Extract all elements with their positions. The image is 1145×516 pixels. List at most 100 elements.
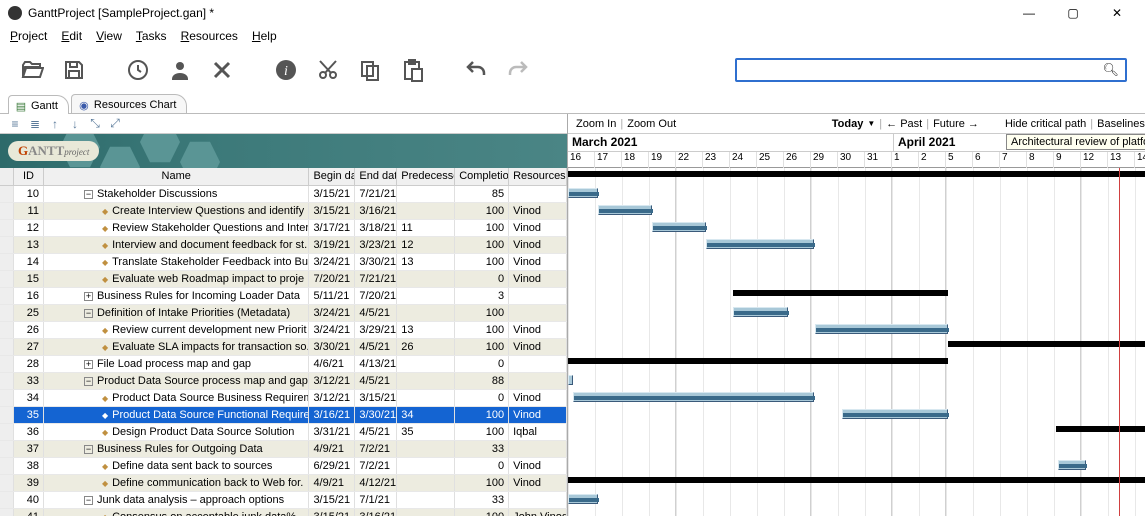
table-row[interactable]: 33−Product Data Source process map and g… bbox=[0, 373, 567, 390]
zoom-in[interactable]: Zoom In bbox=[576, 118, 616, 130]
save-icon[interactable] bbox=[60, 56, 88, 84]
past-button[interactable]: ← Past bbox=[886, 118, 922, 130]
table-row[interactable]: 10−Stakeholder Discussions3/15/217/21/21… bbox=[0, 186, 567, 203]
table-row[interactable]: 37−Business Rules for Outgoing Data4/9/2… bbox=[0, 441, 567, 458]
down-icon[interactable]: ↓ bbox=[68, 117, 82, 131]
undo-icon[interactable] bbox=[462, 56, 490, 84]
person-icon[interactable] bbox=[166, 56, 194, 84]
cell-name: −Product Data Source process map and gap bbox=[44, 373, 309, 389]
col-pred[interactable]: Predecessors bbox=[397, 168, 455, 185]
expand-icon[interactable]: + bbox=[84, 360, 93, 369]
table-row[interactable]: 14◆Translate Stakeholder Feedback into B… bbox=[0, 254, 567, 271]
table-row[interactable]: 40−Junk data analysis – approach options… bbox=[0, 492, 567, 509]
table-row[interactable]: 41◆Consensus on acceptable junk data%3/1… bbox=[0, 509, 567, 516]
expand-icon[interactable]: − bbox=[84, 496, 93, 505]
paste-icon[interactable] bbox=[398, 56, 426, 84]
zoom-out[interactable]: Zoom Out bbox=[627, 118, 676, 130]
maximize-button[interactable]: ▢ bbox=[1053, 1, 1093, 25]
table-row[interactable]: 28+File Load process map and gap4/6/214/… bbox=[0, 356, 567, 373]
day-header: 25 bbox=[757, 152, 784, 168]
cut-icon[interactable] bbox=[314, 56, 342, 84]
task-bar[interactable] bbox=[706, 239, 814, 249]
summary-bar[interactable] bbox=[733, 290, 948, 296]
menu-edit[interactable]: Edit bbox=[61, 29, 82, 43]
task-bar[interactable] bbox=[568, 375, 573, 385]
cell-pred: 11 bbox=[397, 220, 455, 236]
tab-resources[interactable]: ◉ Resources Chart bbox=[71, 94, 188, 113]
open-icon[interactable] bbox=[18, 56, 46, 84]
task-bar[interactable] bbox=[815, 324, 948, 334]
table-row[interactable]: 16+Business Rules for Incoming Loader Da… bbox=[0, 288, 567, 305]
summary-bar[interactable] bbox=[1056, 426, 1145, 432]
table-row[interactable]: 15◆Evaluate web Roadmap impact to proje7… bbox=[0, 271, 567, 288]
cell-pred: 13 bbox=[397, 254, 455, 270]
cell-end: 7/21/21 bbox=[355, 271, 397, 287]
cell-name: ◆Evaluate SLA impacts for transaction so… bbox=[44, 339, 309, 355]
menu-view[interactable]: View bbox=[96, 29, 122, 43]
search-input[interactable] bbox=[743, 63, 1102, 77]
baselines[interactable]: Baselines... bbox=[1097, 118, 1145, 130]
tab-gantt[interactable]: ▤ Gantt bbox=[8, 95, 69, 114]
table-row[interactable]: 38◆Define data sent back to sources6/29/… bbox=[0, 458, 567, 475]
table-row[interactable]: 35◆Product Data Source Functional Requir… bbox=[0, 407, 567, 424]
expand-icon[interactable]: − bbox=[84, 377, 93, 386]
close-button[interactable]: ✕ bbox=[1097, 1, 1137, 25]
task-bar[interactable] bbox=[733, 307, 788, 317]
table-row[interactable]: 36◆Design Product Data Source Solution3/… bbox=[0, 424, 567, 441]
summary-bar[interactable] bbox=[568, 171, 1145, 177]
summary-bar[interactable] bbox=[568, 358, 948, 364]
expand-icon[interactable]: − bbox=[84, 445, 93, 454]
table-row[interactable]: 12◆Review Stakeholder Questions and Inte… bbox=[0, 220, 567, 237]
link-icon[interactable]: ⤡ bbox=[88, 116, 102, 131]
table-row[interactable]: 13◆Interview and document feedback for s… bbox=[0, 237, 567, 254]
delete-icon[interactable] bbox=[208, 56, 236, 84]
menu-resources[interactable]: Resources bbox=[181, 29, 238, 43]
expand-icon[interactable]: − bbox=[84, 190, 93, 199]
future-button[interactable]: Future → bbox=[933, 118, 979, 130]
menu-help[interactable]: Help bbox=[252, 29, 277, 43]
sort-icon[interactable]: ≣ bbox=[28, 117, 42, 131]
info-icon[interactable]: i bbox=[272, 56, 300, 84]
unlink-icon[interactable]: ⤢ bbox=[108, 116, 122, 131]
clock-icon[interactable] bbox=[124, 56, 152, 84]
table-row[interactable]: 25−Definition of Intake Priorities (Meta… bbox=[0, 305, 567, 322]
search-box[interactable]: 🔍︎ bbox=[735, 58, 1127, 82]
grid-body[interactable]: 10−Stakeholder Discussions3/15/217/21/21… bbox=[0, 186, 567, 516]
critical-path[interactable]: Hide critical path bbox=[1005, 118, 1086, 130]
col-begin[interactable]: Begin date bbox=[309, 168, 355, 185]
col-id[interactable]: ID bbox=[14, 168, 44, 185]
expand-icon[interactable]: + bbox=[84, 292, 93, 301]
task-bar[interactable] bbox=[568, 494, 598, 504]
task-bar[interactable] bbox=[1058, 460, 1086, 470]
timeline-body[interactable] bbox=[568, 168, 1145, 516]
minimize-button[interactable]: — bbox=[1009, 1, 1049, 25]
table-row[interactable]: 39◆Define communication back to Web for.… bbox=[0, 475, 567, 492]
col-name[interactable]: Name bbox=[44, 168, 309, 185]
menu-tasks[interactable]: Tasks bbox=[136, 29, 167, 43]
copy-icon[interactable] bbox=[356, 56, 384, 84]
table-row[interactable]: 34◆Product Data Source Business Requirem… bbox=[0, 390, 567, 407]
day-header: 18 bbox=[622, 152, 649, 168]
cell-id: 34 bbox=[14, 390, 44, 406]
task-bar[interactable] bbox=[598, 205, 652, 215]
table-row[interactable]: 26◆Review current development new Priori… bbox=[0, 322, 567, 339]
task-bar[interactable] bbox=[842, 409, 948, 419]
col-end[interactable]: End date bbox=[355, 168, 397, 185]
col-res[interactable]: Resources bbox=[509, 168, 567, 185]
expand-icon[interactable]: − bbox=[84, 309, 93, 318]
table-row[interactable]: 27◆Evaluate SLA impacts for transaction … bbox=[0, 339, 567, 356]
search-icon[interactable]: 🔍︎ bbox=[1102, 62, 1119, 78]
menu-project[interactable]: Project bbox=[10, 29, 47, 43]
redo-icon[interactable] bbox=[504, 56, 532, 84]
summary-bar[interactable] bbox=[568, 477, 1145, 483]
today-button[interactable]: Today bbox=[832, 118, 864, 130]
table-row[interactable]: 11◆Create Interview Questions and identi… bbox=[0, 203, 567, 220]
task-bar[interactable] bbox=[573, 392, 814, 402]
task-bar[interactable] bbox=[652, 222, 706, 232]
summary-bar[interactable] bbox=[948, 341, 1145, 347]
task-name: Business Rules for Outgoing Data bbox=[97, 443, 263, 455]
task-bar[interactable] bbox=[568, 188, 598, 198]
up-icon[interactable]: ↑ bbox=[48, 117, 62, 131]
list-icon[interactable]: ≡ bbox=[8, 117, 22, 131]
col-comp[interactable]: Completion bbox=[455, 168, 509, 185]
